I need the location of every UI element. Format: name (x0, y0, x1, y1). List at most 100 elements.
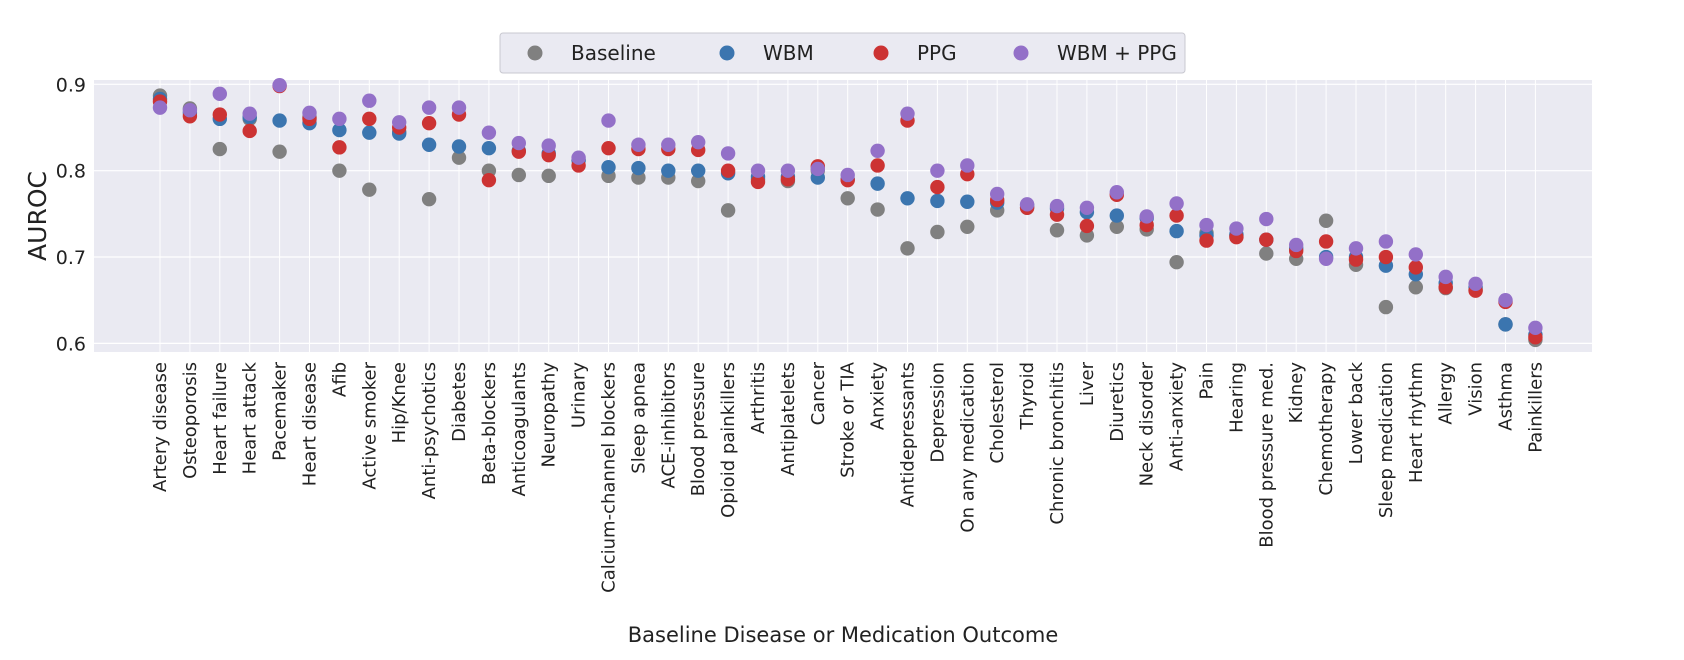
data-point (1318, 234, 1334, 249)
data-point (1109, 208, 1125, 223)
x-tick-label: Blood pressure med. (1256, 362, 1277, 548)
data-point (332, 140, 347, 155)
data-point (1259, 246, 1274, 261)
data-point (1109, 185, 1125, 200)
data-point (272, 113, 287, 128)
data-point (1079, 218, 1095, 234)
data-point (870, 202, 885, 217)
data-point (930, 193, 945, 209)
data-point (691, 163, 706, 178)
data-point (1169, 254, 1184, 270)
y-tick-label: 0.8 (56, 161, 86, 183)
data-point (870, 158, 885, 173)
x-tick-label: Anti-psychotics (419, 362, 440, 499)
data-point (1169, 196, 1184, 211)
x-tick-label: Cholesterol (987, 362, 1008, 464)
data-point (780, 163, 796, 178)
data-point (1139, 209, 1154, 224)
x-tick-label: Heart attack (240, 361, 261, 474)
data-point (631, 137, 646, 152)
data-point (930, 224, 945, 240)
x-tick-label: On any medication (957, 362, 978, 533)
data-point (810, 161, 825, 177)
data-point (1318, 213, 1334, 228)
data-point (421, 137, 437, 152)
x-tick-label: Anticoagulants (509, 362, 530, 496)
data-point (960, 219, 975, 234)
x-tick-label: Arthritis (748, 362, 769, 434)
x-tick-label: Sleep medication (1376, 362, 1397, 518)
x-tick-label: Opioid painkillers (718, 362, 739, 518)
data-point (332, 163, 347, 178)
data-point (900, 106, 915, 121)
data-point (212, 141, 227, 157)
data-point (691, 134, 706, 150)
x-tick-label: Diuretics (1107, 362, 1128, 442)
data-point (1378, 299, 1394, 315)
x-tick-label: Blood pressure (688, 362, 709, 496)
data-point (990, 186, 1005, 202)
data-point (1438, 269, 1453, 285)
series-layer (152, 77, 1543, 348)
data-point (930, 179, 945, 195)
data-point (421, 115, 437, 131)
x-tick-label: Depression (927, 362, 948, 463)
data-point (1259, 232, 1274, 247)
data-point (631, 160, 646, 176)
x-tick-label: Heart disease (300, 362, 321, 486)
data-point (481, 141, 497, 156)
x-tick-label: Heart failure (210, 362, 231, 475)
legend-item: WBM + PPG (1013, 41, 1177, 65)
data-point (720, 163, 736, 178)
data-point (1019, 197, 1035, 212)
legend-label: WBM + PPG (1057, 41, 1177, 65)
x-tick-label: Diabetes (449, 362, 470, 442)
data-point (960, 158, 975, 173)
x-axis-label: Baseline Disease or Medication Outcome (628, 623, 1059, 647)
data-point (1079, 200, 1095, 215)
plot-area (94, 80, 1592, 352)
data-point (1229, 221, 1244, 236)
data-point (332, 111, 347, 127)
x-tick-label: Anti-anxiety (1167, 362, 1188, 471)
data-point (541, 138, 556, 153)
x-tick-label: Osteoporosis (180, 362, 201, 479)
data-point (421, 100, 437, 115)
data-point (691, 173, 706, 189)
x-tick-label: Pain (1197, 362, 1218, 400)
data-point (601, 113, 616, 128)
x-tick-label: Lower back (1346, 361, 1367, 464)
data-point (242, 106, 257, 121)
x-tick-label: Antiplatelets (778, 362, 799, 476)
data-point (1408, 247, 1424, 262)
data-point (601, 160, 616, 175)
data-point (481, 172, 497, 188)
data-point (1468, 276, 1483, 291)
data-point (870, 176, 885, 191)
data-point (1498, 292, 1513, 308)
data-point (1259, 211, 1274, 227)
data-point (511, 135, 526, 151)
data-point (392, 115, 407, 130)
data-point (720, 146, 736, 161)
data-point (511, 167, 526, 183)
y-axis-ticks: 0.6 0.7 0.8 0.9 (56, 74, 86, 355)
x-tick-label: Allergy (1436, 362, 1457, 425)
data-point (750, 174, 766, 190)
x-tick-label: Thyroid (1017, 362, 1038, 431)
data-point (1199, 233, 1214, 248)
data-point (362, 111, 377, 127)
data-point (1408, 280, 1424, 295)
data-point (451, 139, 467, 154)
data-point (1109, 219, 1125, 234)
legend-label: Baseline (571, 41, 656, 65)
data-point (212, 86, 227, 102)
y-axis-label: AUROC (23, 171, 52, 261)
legend-item: PPG (873, 41, 957, 65)
legend-marker (873, 45, 889, 61)
data-point (1049, 223, 1065, 238)
data-point (302, 105, 317, 121)
data-point (332, 122, 347, 138)
